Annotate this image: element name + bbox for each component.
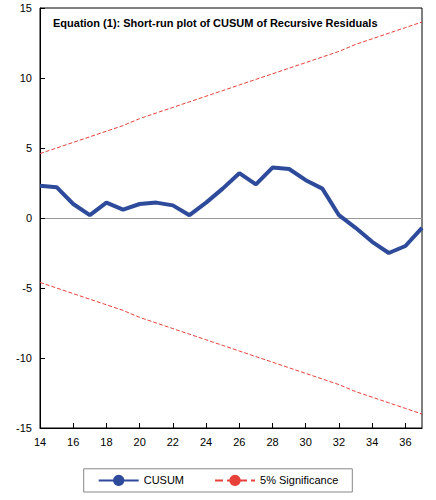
- svg-text:26: 26: [233, 436, 245, 448]
- svg-text:30: 30: [300, 436, 312, 448]
- svg-text:CUSUM: CUSUM: [144, 474, 184, 486]
- svg-text:28: 28: [266, 436, 278, 448]
- svg-text:10: 10: [20, 72, 32, 84]
- svg-text:5: 5: [26, 142, 32, 154]
- svg-text:0: 0: [26, 212, 32, 224]
- svg-text:5% Significance: 5% Significance: [260, 474, 338, 486]
- svg-text:-10: -10: [16, 352, 32, 364]
- svg-text:32: 32: [333, 436, 345, 448]
- svg-text:Equation (1): Short-run plot o: Equation (1): Short-run plot of CUSUM of…: [53, 17, 378, 29]
- svg-text:15: 15: [20, 2, 32, 14]
- svg-text:20: 20: [134, 436, 146, 448]
- svg-text:36: 36: [399, 436, 411, 448]
- svg-text:34: 34: [366, 436, 378, 448]
- svg-text:-15: -15: [16, 422, 32, 434]
- svg-text:24: 24: [200, 436, 212, 448]
- svg-text:22: 22: [167, 436, 179, 448]
- svg-text:18: 18: [100, 436, 112, 448]
- svg-text:16: 16: [67, 436, 79, 448]
- svg-text:14: 14: [34, 436, 46, 448]
- svg-text:-5: -5: [22, 282, 32, 294]
